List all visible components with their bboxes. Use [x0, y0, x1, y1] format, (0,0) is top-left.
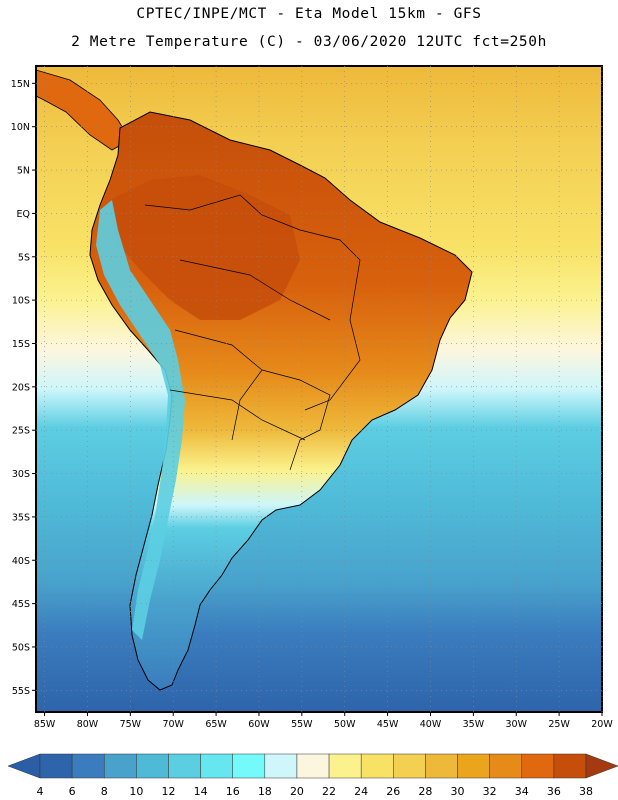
map-title-line-1: CPTEC/INPE/MCT - Eta Model 15km - GFS	[136, 6, 482, 22]
colorbar-swatch	[71, 753, 105, 779]
latitude-tick-label: 45S	[12, 599, 30, 610]
colorbar-label: 32	[483, 785, 497, 798]
colorbar-label: 36	[547, 785, 561, 798]
colorbar-label: 10	[129, 785, 143, 798]
colorbar-swatch	[232, 753, 266, 779]
latitude-tick-label: 5S	[18, 252, 30, 263]
colorbar-swatch	[136, 753, 169, 779]
colorbar-label: 28	[418, 785, 432, 798]
colorbar-label: 14	[194, 785, 208, 798]
longitude-tick-label: 20W	[591, 719, 613, 730]
latitude-tick-label: 15N	[11, 79, 30, 90]
colorbar-swatch	[360, 753, 394, 779]
longitude-tick-label: 60W	[248, 719, 270, 730]
amazon-hot-zone	[110, 175, 300, 320]
colorbar-label: 24	[354, 785, 368, 798]
colorbar-label: 8	[101, 785, 108, 798]
longitude-tick-label: 25W	[548, 719, 570, 730]
colorbar-swatch	[425, 753, 458, 779]
temperature-colorbar: 4 6 8 10 12 14 16 18 20 22 24 26 28 30 32 34 36 38	[7, 753, 618, 798]
map-title-line-2: 2 Metre Temperature (C) - 03/06/2020 12U…	[71, 34, 547, 50]
andes-cool-strip	[96, 200, 185, 640]
colorbar-swatch	[393, 753, 426, 779]
colorbar-label: 26	[386, 785, 400, 798]
colorbar-swatch	[553, 753, 587, 779]
map-frame	[35, 65, 603, 713]
colorbar-label: 6	[69, 785, 76, 798]
longitude-tick-label: 75W	[120, 719, 142, 730]
colorbar-swatch	[168, 753, 201, 779]
colorbar-label: 34	[515, 785, 529, 798]
latitude-tick-label: 25S	[12, 426, 30, 437]
colorbar-swatch	[521, 753, 555, 779]
colorbar-label: 20	[290, 785, 304, 798]
latitude-axis: 15N 10N 5N EQ 5S 10S 15S 20S 25S 30S 35S 40S 45S 50S 5…	[11, 79, 36, 697]
longitude-tick-label: 85W	[34, 719, 56, 730]
longitude-axis: 85W 80W 75W 70W 65W 60W 55W 50W 45W 40W 35W 30W 25W 2…	[34, 712, 613, 730]
colorbar-swatch	[296, 753, 330, 779]
colorbar-swatch	[328, 753, 362, 779]
longitude-tick-label: 35W	[463, 719, 485, 730]
colorbar-label: 22	[322, 785, 336, 798]
latitude-tick-label: 30S	[12, 469, 30, 480]
colorbar-swatch	[264, 753, 298, 779]
colorbar-label: 18	[258, 785, 272, 798]
longitude-tick-label: 45W	[377, 719, 399, 730]
colorbar-swatch	[200, 753, 233, 779]
colorbar-swatch	[457, 753, 490, 779]
latitude-tick-label: 55S	[12, 686, 30, 697]
longitude-tick-label: 40W	[420, 719, 442, 730]
colorbar-label: 4	[37, 785, 44, 798]
latitude-tick-label: 10N	[11, 122, 30, 133]
country-borders	[144, 194, 361, 471]
colorbar-label: 12	[161, 785, 175, 798]
latitude-tick-label: 40S	[12, 556, 30, 567]
colorbar-swatch	[39, 753, 73, 779]
latitude-tick-label: 20S	[12, 382, 30, 393]
central-america-land	[36, 69, 131, 151]
longitude-tick-label: 50W	[334, 719, 356, 730]
longitude-tick-label: 65W	[205, 719, 227, 730]
latitude-tick-label: 5N	[17, 166, 30, 177]
colorbar-label: 38	[579, 785, 593, 798]
latitude-tick-label: 15S	[12, 339, 30, 350]
latitude-tick-label: EQ	[17, 209, 30, 220]
latitude-tick-label: 50S	[12, 642, 30, 653]
colorbar-swatch	[103, 753, 137, 779]
colorbar-swatch	[489, 753, 523, 779]
colorbar-label: 16	[226, 785, 240, 798]
longitude-tick-label: 70W	[162, 719, 184, 730]
longitude-tick-label: 80W	[77, 719, 99, 730]
longitude-tick-label: 30W	[506, 719, 528, 730]
latitude-tick-label: 10S	[12, 296, 30, 307]
colorbar-low-arrow	[7, 753, 41, 779]
longitude-tick-label: 55W	[291, 719, 313, 730]
colorbar-label: 30	[451, 785, 465, 798]
latitude-tick-label: 35S	[12, 512, 30, 523]
colorbar-high-arrow	[585, 753, 618, 779]
